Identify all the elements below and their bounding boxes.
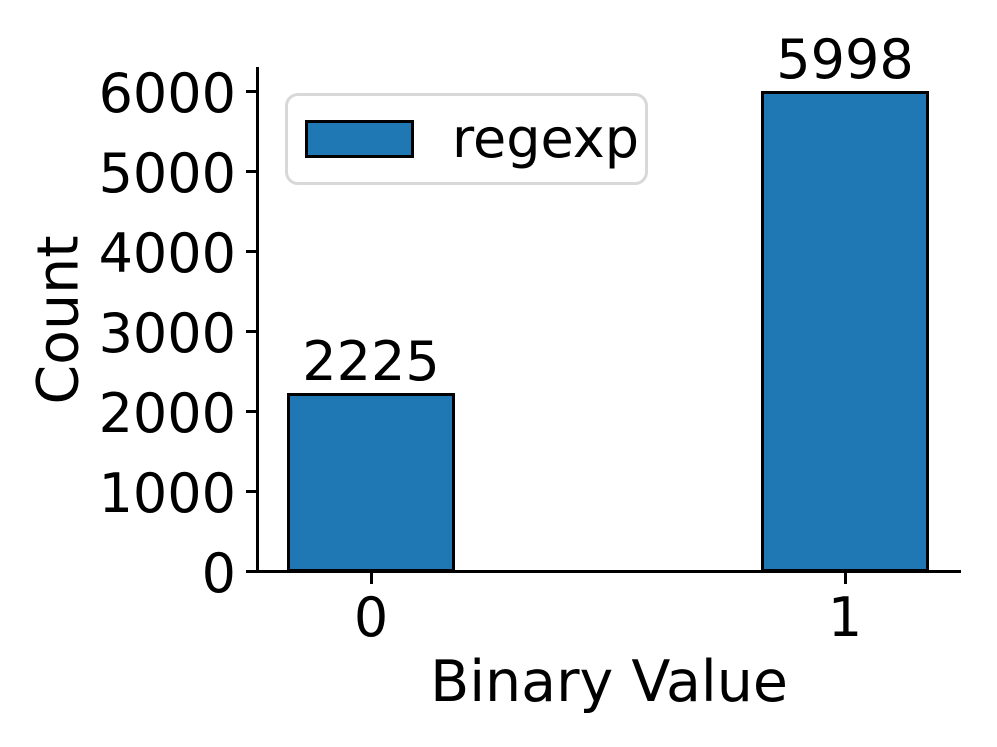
x-tick-mark-1 — [843, 572, 847, 584]
legend-swatch-icon — [305, 120, 414, 158]
x-tick-mark-0 — [369, 572, 373, 584]
bar-1 — [761, 91, 929, 572]
legend-box: regexp — [285, 93, 648, 185]
y-tick-mark-0 — [246, 569, 258, 573]
x-tick-label-1: 1 — [827, 586, 863, 649]
x-axis-label: Binary Value — [430, 649, 788, 715]
y-tick-mark-6000 — [246, 89, 258, 93]
y-tick-label-3000: 3000 — [98, 302, 236, 365]
y-tick-mark-2000 — [246, 409, 258, 413]
bar-0 — [287, 393, 455, 572]
y-tick-mark-4000 — [246, 249, 258, 253]
y-tick-label-5000: 5000 — [98, 142, 236, 205]
legend-entry-regexp: regexp — [452, 107, 640, 170]
y-tick-mark-3000 — [246, 329, 258, 333]
bar-value-label-0: 2225 — [302, 330, 440, 393]
x-tick-label-0: 0 — [353, 586, 389, 649]
y-tick-label-6000: 6000 — [98, 62, 236, 125]
y-tick-label-0: 0 — [201, 542, 236, 605]
y-tick-mark-5000 — [246, 169, 258, 173]
y-tick-label-1000: 1000 — [98, 462, 236, 525]
y-axis-spine — [256, 67, 259, 573]
x-axis-spine — [256, 570, 961, 573]
bar-value-label-1: 5998 — [776, 28, 914, 92]
y-tick-label-4000: 4000 — [98, 222, 236, 285]
y-tick-label-2000: 2000 — [98, 382, 236, 445]
y-tick-mark-1000 — [246, 489, 258, 493]
